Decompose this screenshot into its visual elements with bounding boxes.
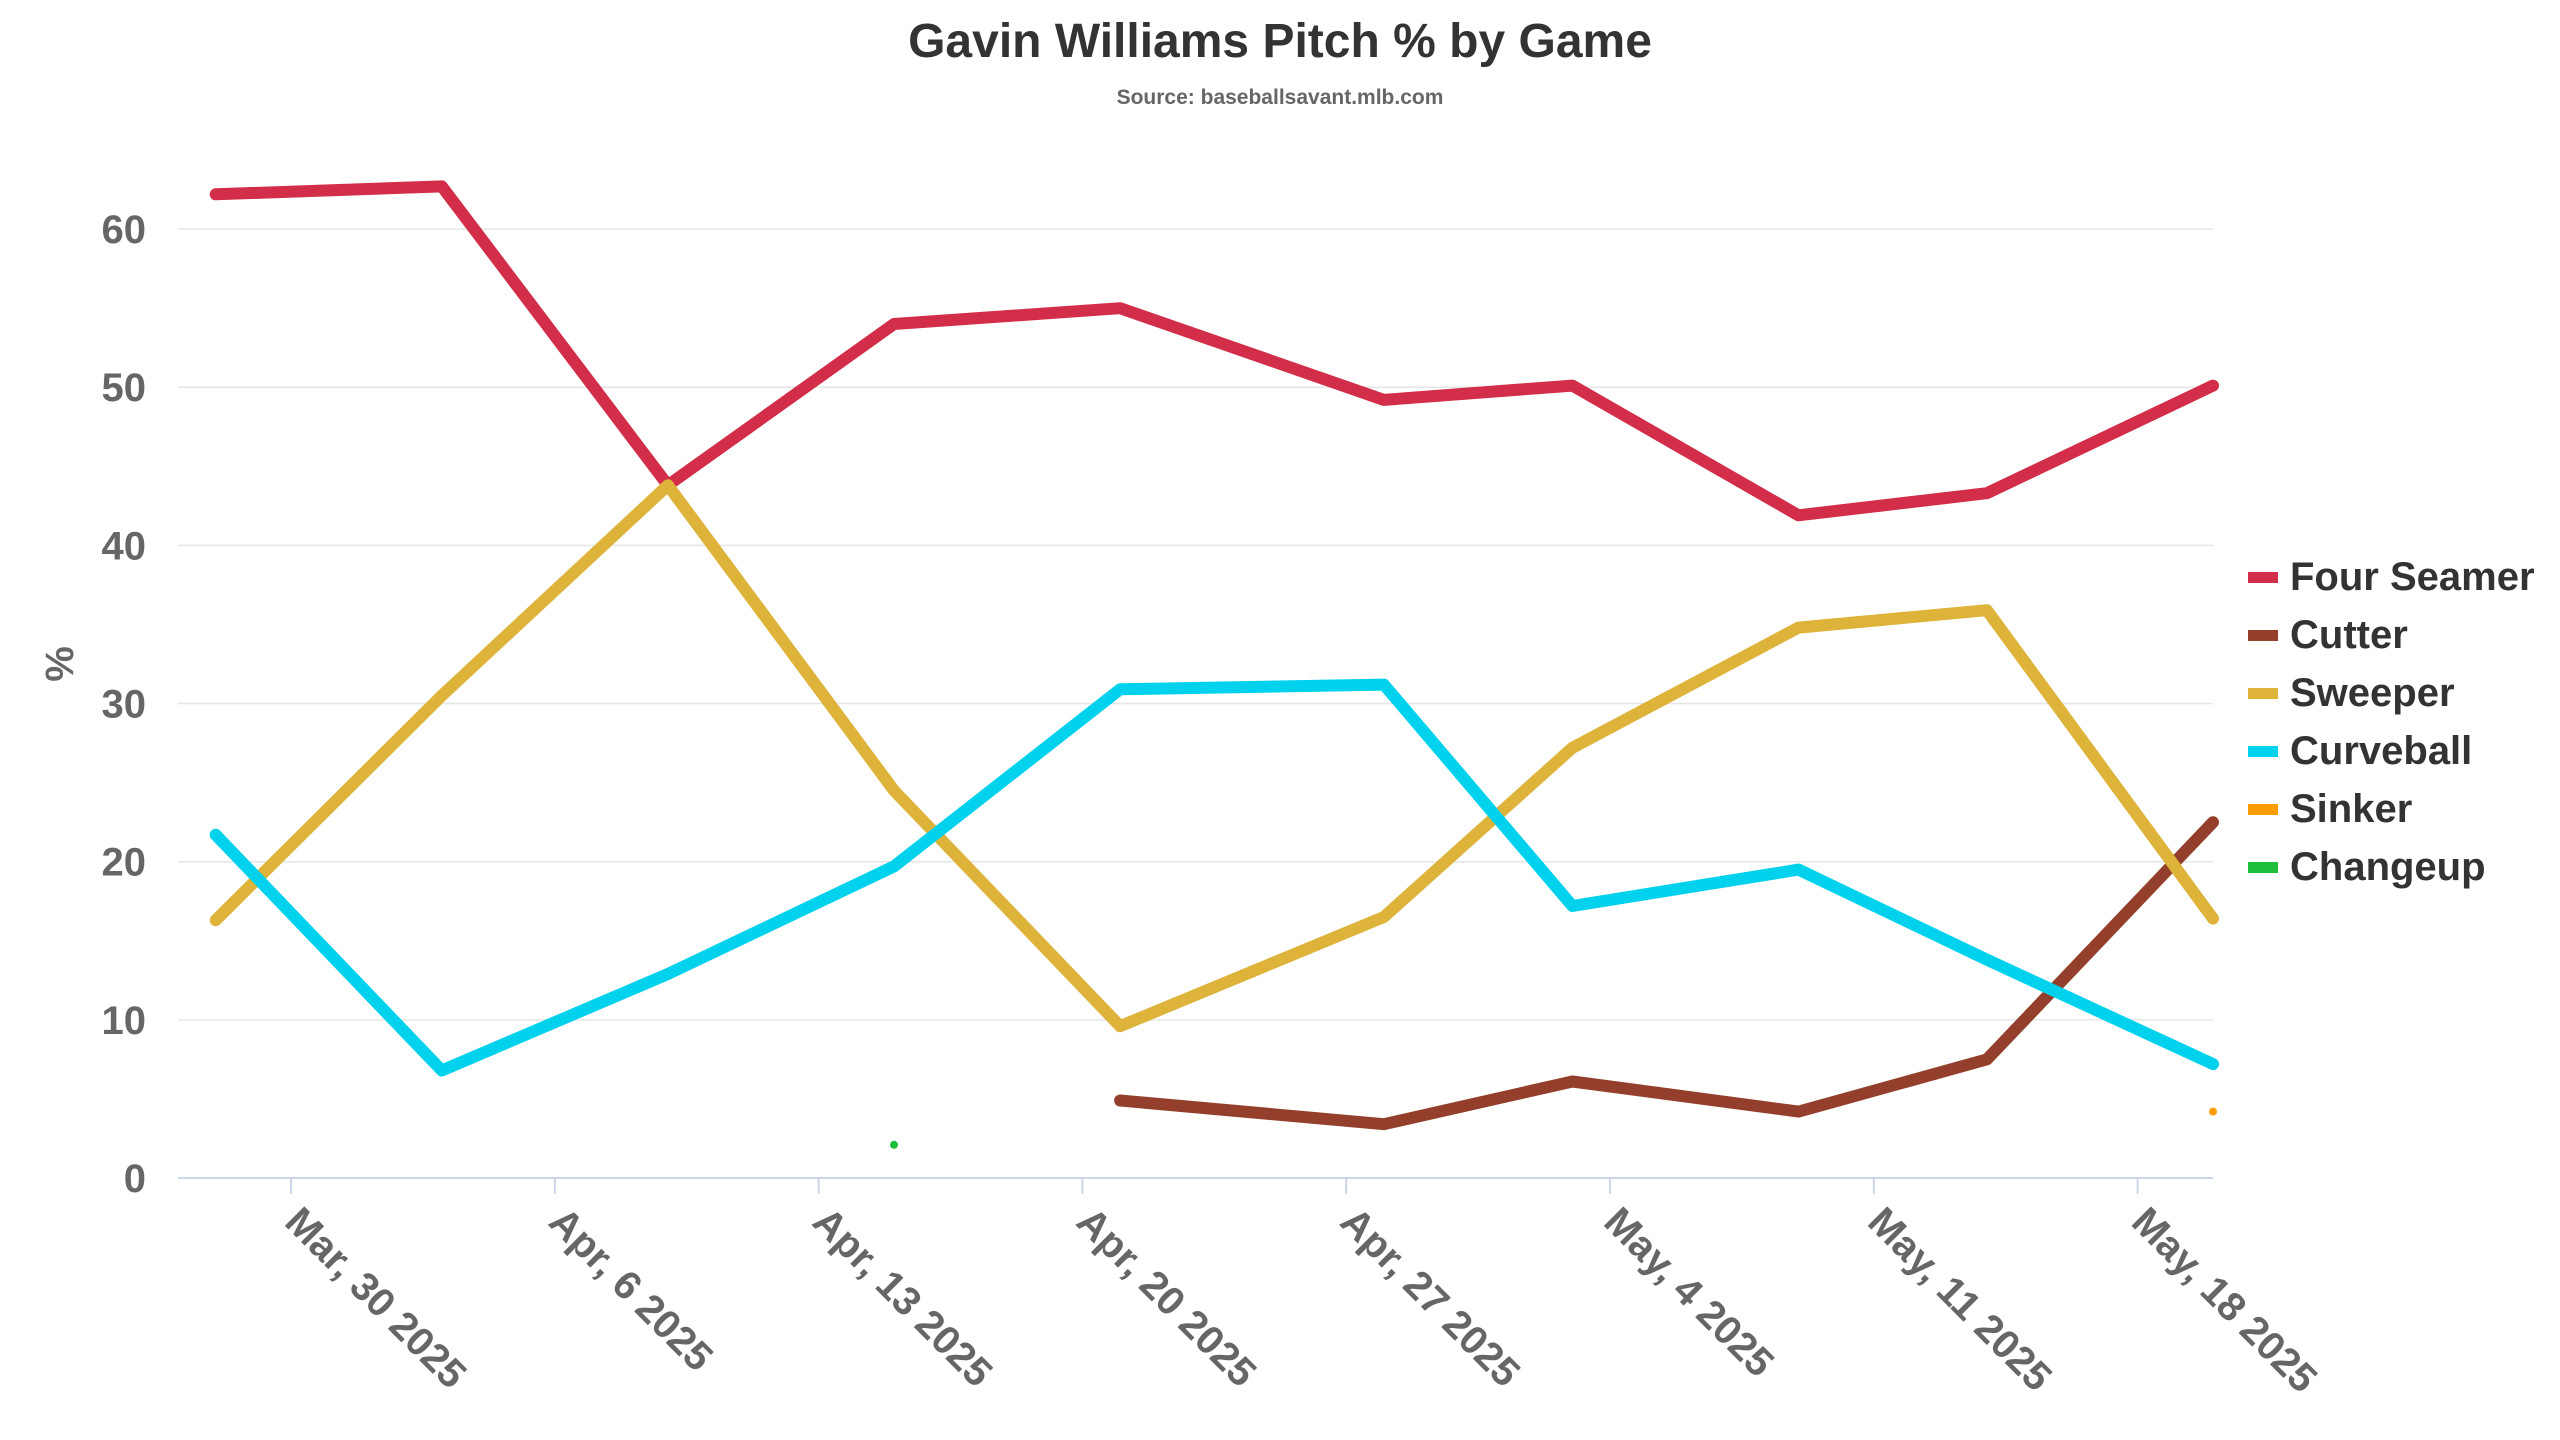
- data-point: [890, 1140, 899, 1149]
- y-tick-label: 10: [102, 999, 147, 1043]
- legend-swatch: [2248, 745, 2278, 757]
- legend-item[interactable]: Sinker: [2248, 780, 2535, 838]
- legend-swatch: [2248, 629, 2278, 641]
- legend-label: Sweeper: [2290, 670, 2455, 715]
- x-tick-label: Apr, 13 2025: [804, 1199, 1000, 1395]
- y-tick-label: 30: [102, 683, 147, 727]
- legend-item[interactable]: Sweeper: [2248, 664, 2535, 722]
- series-sweeper: [209, 479, 2219, 1033]
- y-tick-label: 20: [102, 841, 147, 885]
- legend-item[interactable]: Changeup: [2248, 838, 2535, 896]
- series-group: [209, 180, 2219, 1149]
- legend-swatch: [2248, 803, 2278, 815]
- series-curveball: [209, 678, 2219, 1077]
- legend-item[interactable]: Curveball: [2248, 722, 2535, 780]
- x-tick-label: Mar, 30 2025: [277, 1199, 475, 1397]
- series-cutter: [1114, 816, 2219, 1131]
- legend-label: Cutter: [2290, 612, 2408, 657]
- legend-label: Four Seamer: [2290, 554, 2535, 599]
- legend-label: Sinker: [2290, 786, 2413, 831]
- legend: Four Seamer Cutter Sweeper Curveball Sinker C…: [2248, 548, 2535, 896]
- x-tick-label: May, 11 2025: [1859, 1199, 2059, 1399]
- legend-label: Curveball: [2290, 728, 2473, 773]
- y-tick-label: 40: [102, 524, 147, 568]
- y-tick-label: 50: [102, 366, 147, 410]
- series-line: [1114, 816, 2219, 1131]
- y-tick-label: 0: [124, 1157, 146, 1201]
- legend-item[interactable]: Cutter: [2248, 606, 2535, 664]
- legend-swatch: [2248, 687, 2278, 699]
- series-line: [209, 479, 2219, 1033]
- x-tick-label: Apr, 27 2025: [1332, 1199, 1528, 1395]
- series-changeup: [890, 1140, 899, 1149]
- x-tick-label: May, 4 2025: [1596, 1199, 1782, 1385]
- legend-swatch: [2248, 861, 2278, 873]
- y-tick-label: 60: [102, 208, 147, 252]
- series-sinker: [2209, 1107, 2217, 1116]
- legend-label: Changeup: [2290, 844, 2486, 889]
- x-tick-label: May, 18 2025: [2123, 1199, 2325, 1401]
- chart-subtitle: Source: baseballsavant.mlb.com: [1116, 86, 1444, 109]
- series-four-seamer: [209, 180, 2219, 522]
- series-line: [209, 678, 2219, 1077]
- x-tick-label: Apr, 20 2025: [1068, 1199, 1264, 1395]
- legend-swatch: [2248, 571, 2278, 583]
- y-axis-title: %: [38, 646, 82, 682]
- gridlines: [178, 228, 2213, 1021]
- x-tick-label: Apr, 6 2025: [540, 1199, 720, 1379]
- y-axis: 0 10 20 30 40 50 60%: [38, 208, 146, 1201]
- series-line: [209, 180, 2219, 522]
- data-point: [2209, 1107, 2217, 1116]
- x-axis: Mar, 30 2025 Apr, 6 2025 Apr, 13 2025 Apr, …: [178, 1177, 2325, 1401]
- chart-title: Gavin Williams Pitch % by Game: [908, 15, 1652, 68]
- legend-item[interactable]: Four Seamer: [2248, 548, 2535, 606]
